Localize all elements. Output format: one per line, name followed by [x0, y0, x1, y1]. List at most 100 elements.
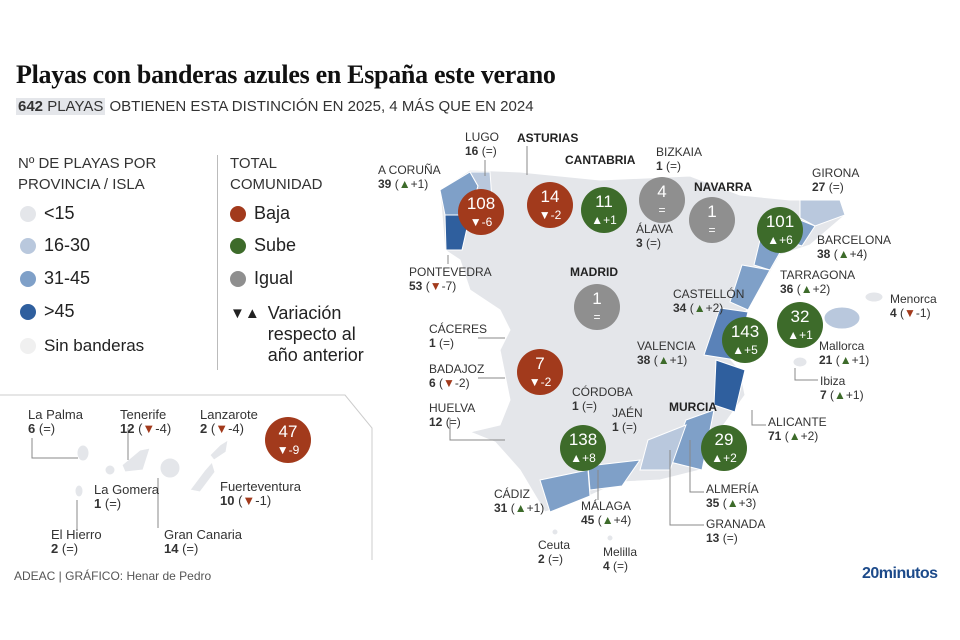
island-mallorca — [823, 306, 861, 330]
province-count: 53 — [409, 279, 423, 293]
community-label: ASTURIAS — [517, 131, 579, 145]
community-change: ▲+2 — [701, 449, 747, 467]
island-fuerteventura — [189, 460, 216, 493]
island-gran-canaria — [159, 457, 181, 479]
province-value: 21 (▲+1) — [819, 353, 870, 367]
community-label: MADRID — [570, 265, 618, 279]
triangle-down-icon: ▼ — [538, 208, 551, 222]
community-change: ▼-9 — [265, 441, 311, 459]
province-count: 31 — [494, 501, 508, 515]
province-name: HUELVA — [429, 401, 476, 415]
province-change: -2 — [454, 376, 466, 390]
province-count: 6 — [429, 376, 436, 390]
province-name: Melilla — [603, 545, 638, 559]
community-change-value: -2 — [540, 375, 552, 389]
province-label: Tenerife 12 (▼-4) — [120, 408, 171, 436]
province-value: 1 (=) — [94, 496, 122, 511]
legend-scale-item: 16-30 — [20, 235, 90, 256]
province-value: 1 (=) — [612, 420, 638, 434]
province-count: 2 — [200, 421, 208, 436]
province-value: 27 (=) — [812, 180, 844, 194]
legend-swatch — [20, 205, 36, 222]
province-castellon — [729, 264, 771, 311]
triangle-down-icon: ▼ — [276, 443, 289, 457]
province-name: Mallorca — [819, 339, 865, 353]
province-label: Mallorca 21 (▲+1) — [819, 339, 869, 367]
community-change: ▼-2 — [517, 373, 563, 391]
legend-swatch — [20, 338, 36, 354]
triangle-up-icon: ▲ — [800, 282, 813, 296]
community-change: ▲+1 — [777, 326, 823, 344]
province-name: La Gomera — [94, 482, 160, 497]
province-name: TARRAGONA — [780, 268, 856, 282]
province-change: +1 — [851, 353, 866, 367]
province-change: +2 — [800, 429, 815, 443]
community-total: 143 — [730, 322, 760, 341]
province-name: BADAJOZ — [429, 362, 485, 376]
legend-swatch — [20, 237, 36, 254]
province-label: PONTEVEDRA 53 (▼-7) — [409, 265, 492, 293]
province-label: CÁCERES 1 (=) — [429, 322, 487, 350]
triangle-up-icon: ▲ — [732, 343, 745, 357]
province-value: 1 (=) — [656, 159, 682, 173]
province-name: GRANADA — [706, 517, 766, 531]
province-count: 38 — [637, 353, 651, 367]
province-change: = — [43, 421, 51, 436]
province-label: LUGO 16 (=) — [465, 130, 499, 158]
province-change: -1 — [915, 306, 927, 320]
province-value: 6 (▼-2) — [429, 376, 470, 390]
triangle-up-icon: ▲ — [693, 301, 706, 315]
province-count: 1 — [656, 159, 663, 173]
province-label: Melilla 4 (=) — [603, 545, 637, 573]
community-change-value: +8 — [582, 451, 596, 465]
triangle-up-icon: ▲ — [787, 328, 800, 342]
legend-label: 31-45 — [44, 268, 91, 288]
leader-lines — [31, 146, 818, 530]
province-change: = — [726, 531, 734, 545]
community-change-value: = — [593, 310, 601, 324]
province-value: 12 (▼-4) — [120, 421, 172, 436]
province-name: Gran Canaria — [164, 527, 243, 542]
province-change: = — [186, 541, 195, 556]
triangle-up-icon: ▲ — [514, 501, 527, 515]
province-change: -7 — [441, 279, 453, 293]
triangle-down-icon: ▼ — [469, 215, 482, 229]
province-change: +1 — [669, 353, 684, 367]
province-count: 2 — [538, 552, 545, 566]
community-total: 1 — [592, 289, 602, 308]
province-count: 2 — [51, 541, 59, 556]
community-total: 108 — [466, 194, 496, 213]
island-la-palma — [76, 444, 90, 462]
province-value: 34 (▲+2) — [673, 301, 724, 315]
legend-label: Sube — [254, 235, 297, 255]
province-value: 31 (▲+1) — [494, 501, 545, 515]
province-value: 71 (▲+2) — [768, 429, 819, 443]
legend-total-title-line: COMUNIDAD — [230, 176, 323, 193]
island-lanzarote — [209, 438, 229, 461]
province-value: 45 (▲+4) — [581, 513, 632, 527]
province-label: BIZKAIA 1 (=) — [656, 145, 702, 173]
triangle-up-icon: ▲ — [839, 353, 852, 367]
province-value: 7 (▲+1) — [820, 388, 864, 402]
province-name: LUGO — [465, 130, 500, 144]
province-label: Gran Canaria 14 (=) — [164, 528, 242, 556]
province-label: La Gomera 1 (=) — [94, 483, 159, 511]
province-label: Fuerteventura 10 (▼-1) — [220, 480, 301, 508]
subtitle-highlight-text: PLAYAS — [47, 98, 104, 115]
legend-variation-line: Variación — [267, 303, 342, 323]
province-value: 12 (=) — [429, 415, 461, 429]
province-count: 45 — [581, 513, 595, 527]
province-name: PONTEVEDRA — [409, 265, 492, 279]
province-name: JAÉN — [612, 406, 643, 420]
community-total: 7 — [535, 354, 545, 373]
legend-variation-line: respecto al — [267, 324, 356, 344]
province-count: 34 — [673, 301, 687, 315]
community-total-badge: 4 = — [639, 177, 685, 223]
province-label: ALMERÍA 35 (▲+3) — [706, 482, 759, 510]
ceuta — [551, 528, 559, 536]
province-label: HUELVA 12 (=) — [429, 401, 475, 429]
province-change: = — [449, 415, 457, 429]
community-total-badge: 7 ▼-2 — [517, 349, 563, 395]
community-change: ▼-2 — [527, 206, 573, 224]
province-value: 39 (▲+1) — [378, 177, 429, 191]
